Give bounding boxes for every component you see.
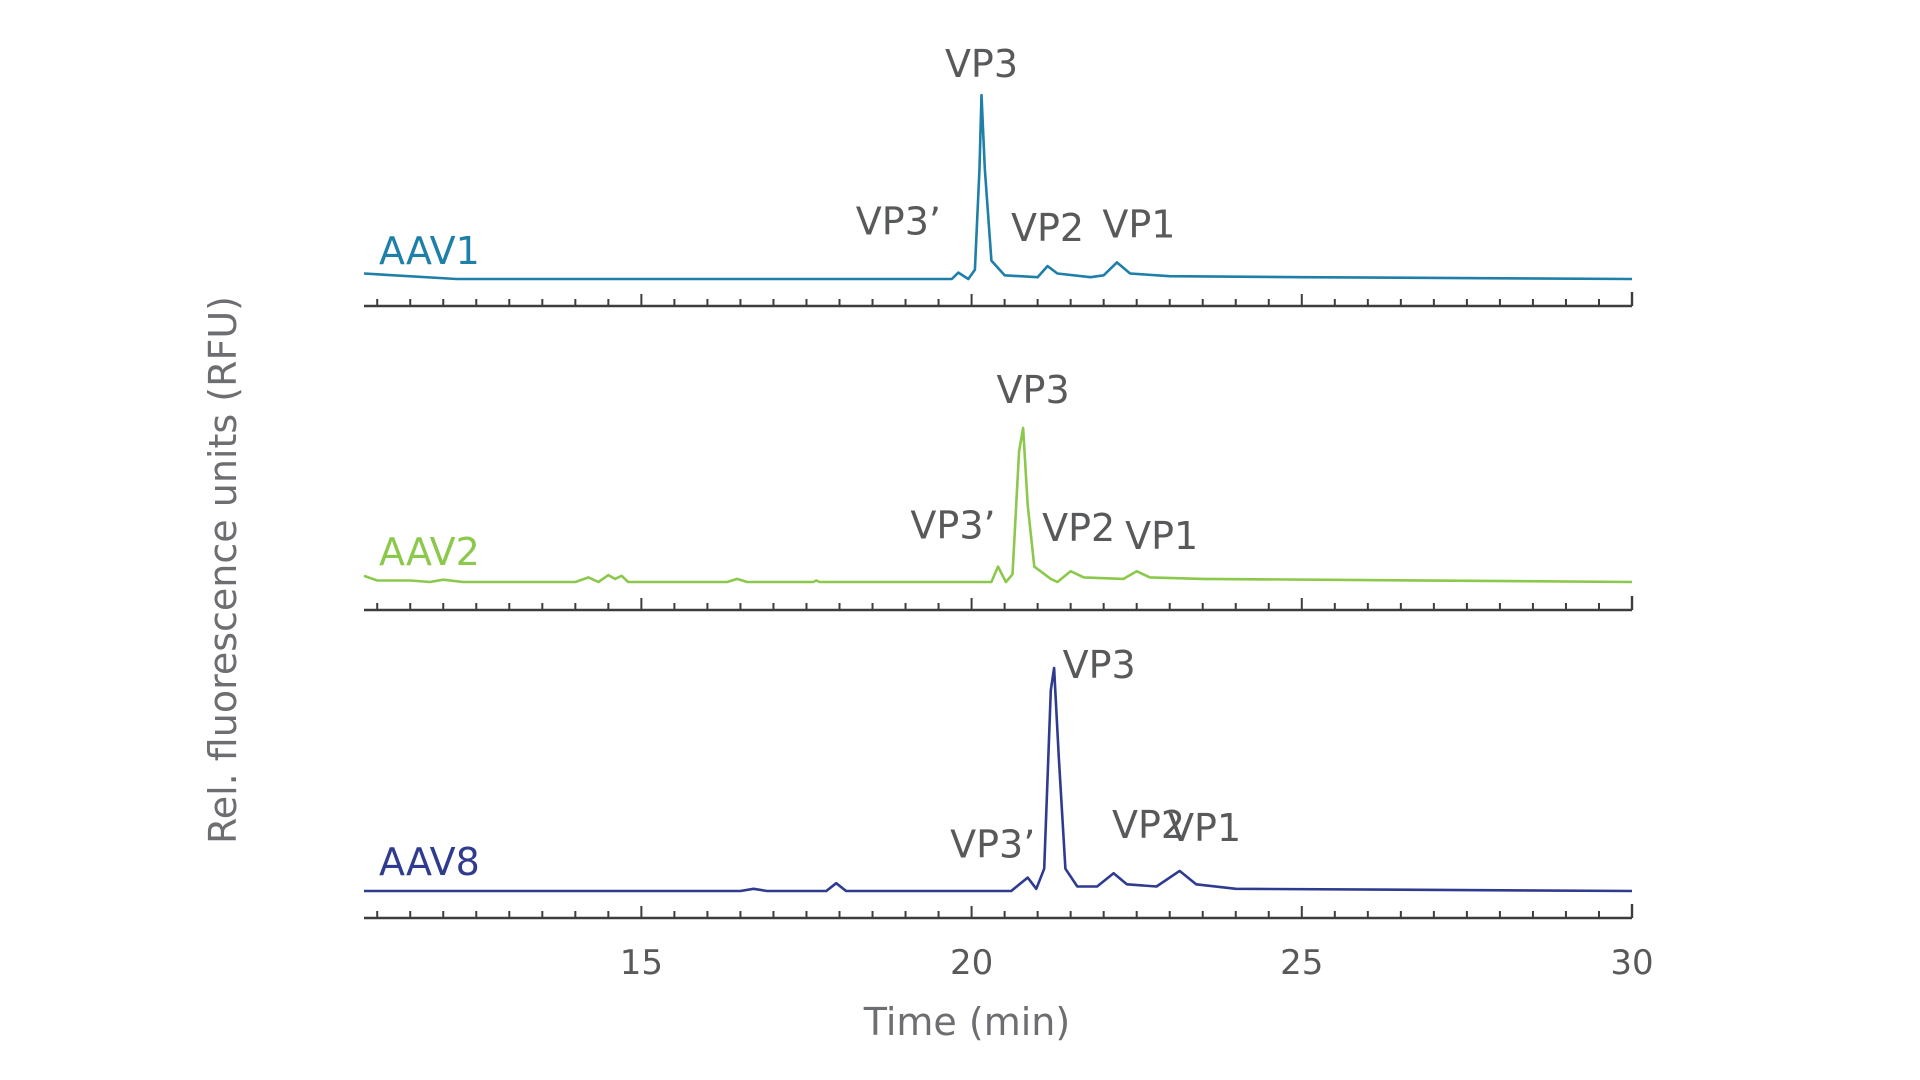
x-tick-labels: 15 20 25 30 bbox=[620, 943, 1654, 983]
trace-aav8 bbox=[364, 666, 1633, 893]
trace-name-aav8: AAV8 bbox=[379, 840, 480, 884]
peak-label: VP1 bbox=[1125, 514, 1198, 558]
panel-aav1: AAV1 VP3’ VP3 VP2 VP1 bbox=[363, 42, 1634, 308]
peak-label: VP3’ bbox=[950, 823, 1035, 867]
peak-label: VP1 bbox=[1102, 202, 1175, 246]
panel-aav2: AAV2 VP3’ VP3 VP2 VP1 bbox=[363, 368, 1634, 612]
peak-label: VP3 bbox=[997, 368, 1070, 412]
trace-aav2 bbox=[363, 426, 1633, 584]
peak-label: VP3’ bbox=[856, 200, 941, 244]
x-tick-label: 20 bbox=[950, 943, 993, 983]
trace-aav1 bbox=[363, 93, 1633, 281]
peak-label: VP2 bbox=[1042, 506, 1115, 550]
peak-label: VP2 bbox=[1011, 206, 1084, 250]
peak-label: VP2 bbox=[1112, 803, 1185, 847]
peak-label: VP3 bbox=[1063, 643, 1136, 687]
x-tick-label: 25 bbox=[1280, 943, 1323, 983]
trace-name-aav1: AAV1 bbox=[379, 229, 480, 273]
peak-label: VP1 bbox=[1168, 806, 1241, 850]
x-axis-title: Time (min) bbox=[863, 1000, 1070, 1044]
peak-label: VP3 bbox=[945, 42, 1018, 86]
x-tick-label: 15 bbox=[620, 943, 663, 983]
x-tick-label: 30 bbox=[1610, 943, 1653, 983]
y-axis-title: Rel. fluorescence units (RFU) bbox=[201, 296, 245, 844]
peak-label: VP3’ bbox=[910, 504, 995, 548]
trace-name-aav2: AAV2 bbox=[379, 530, 480, 574]
